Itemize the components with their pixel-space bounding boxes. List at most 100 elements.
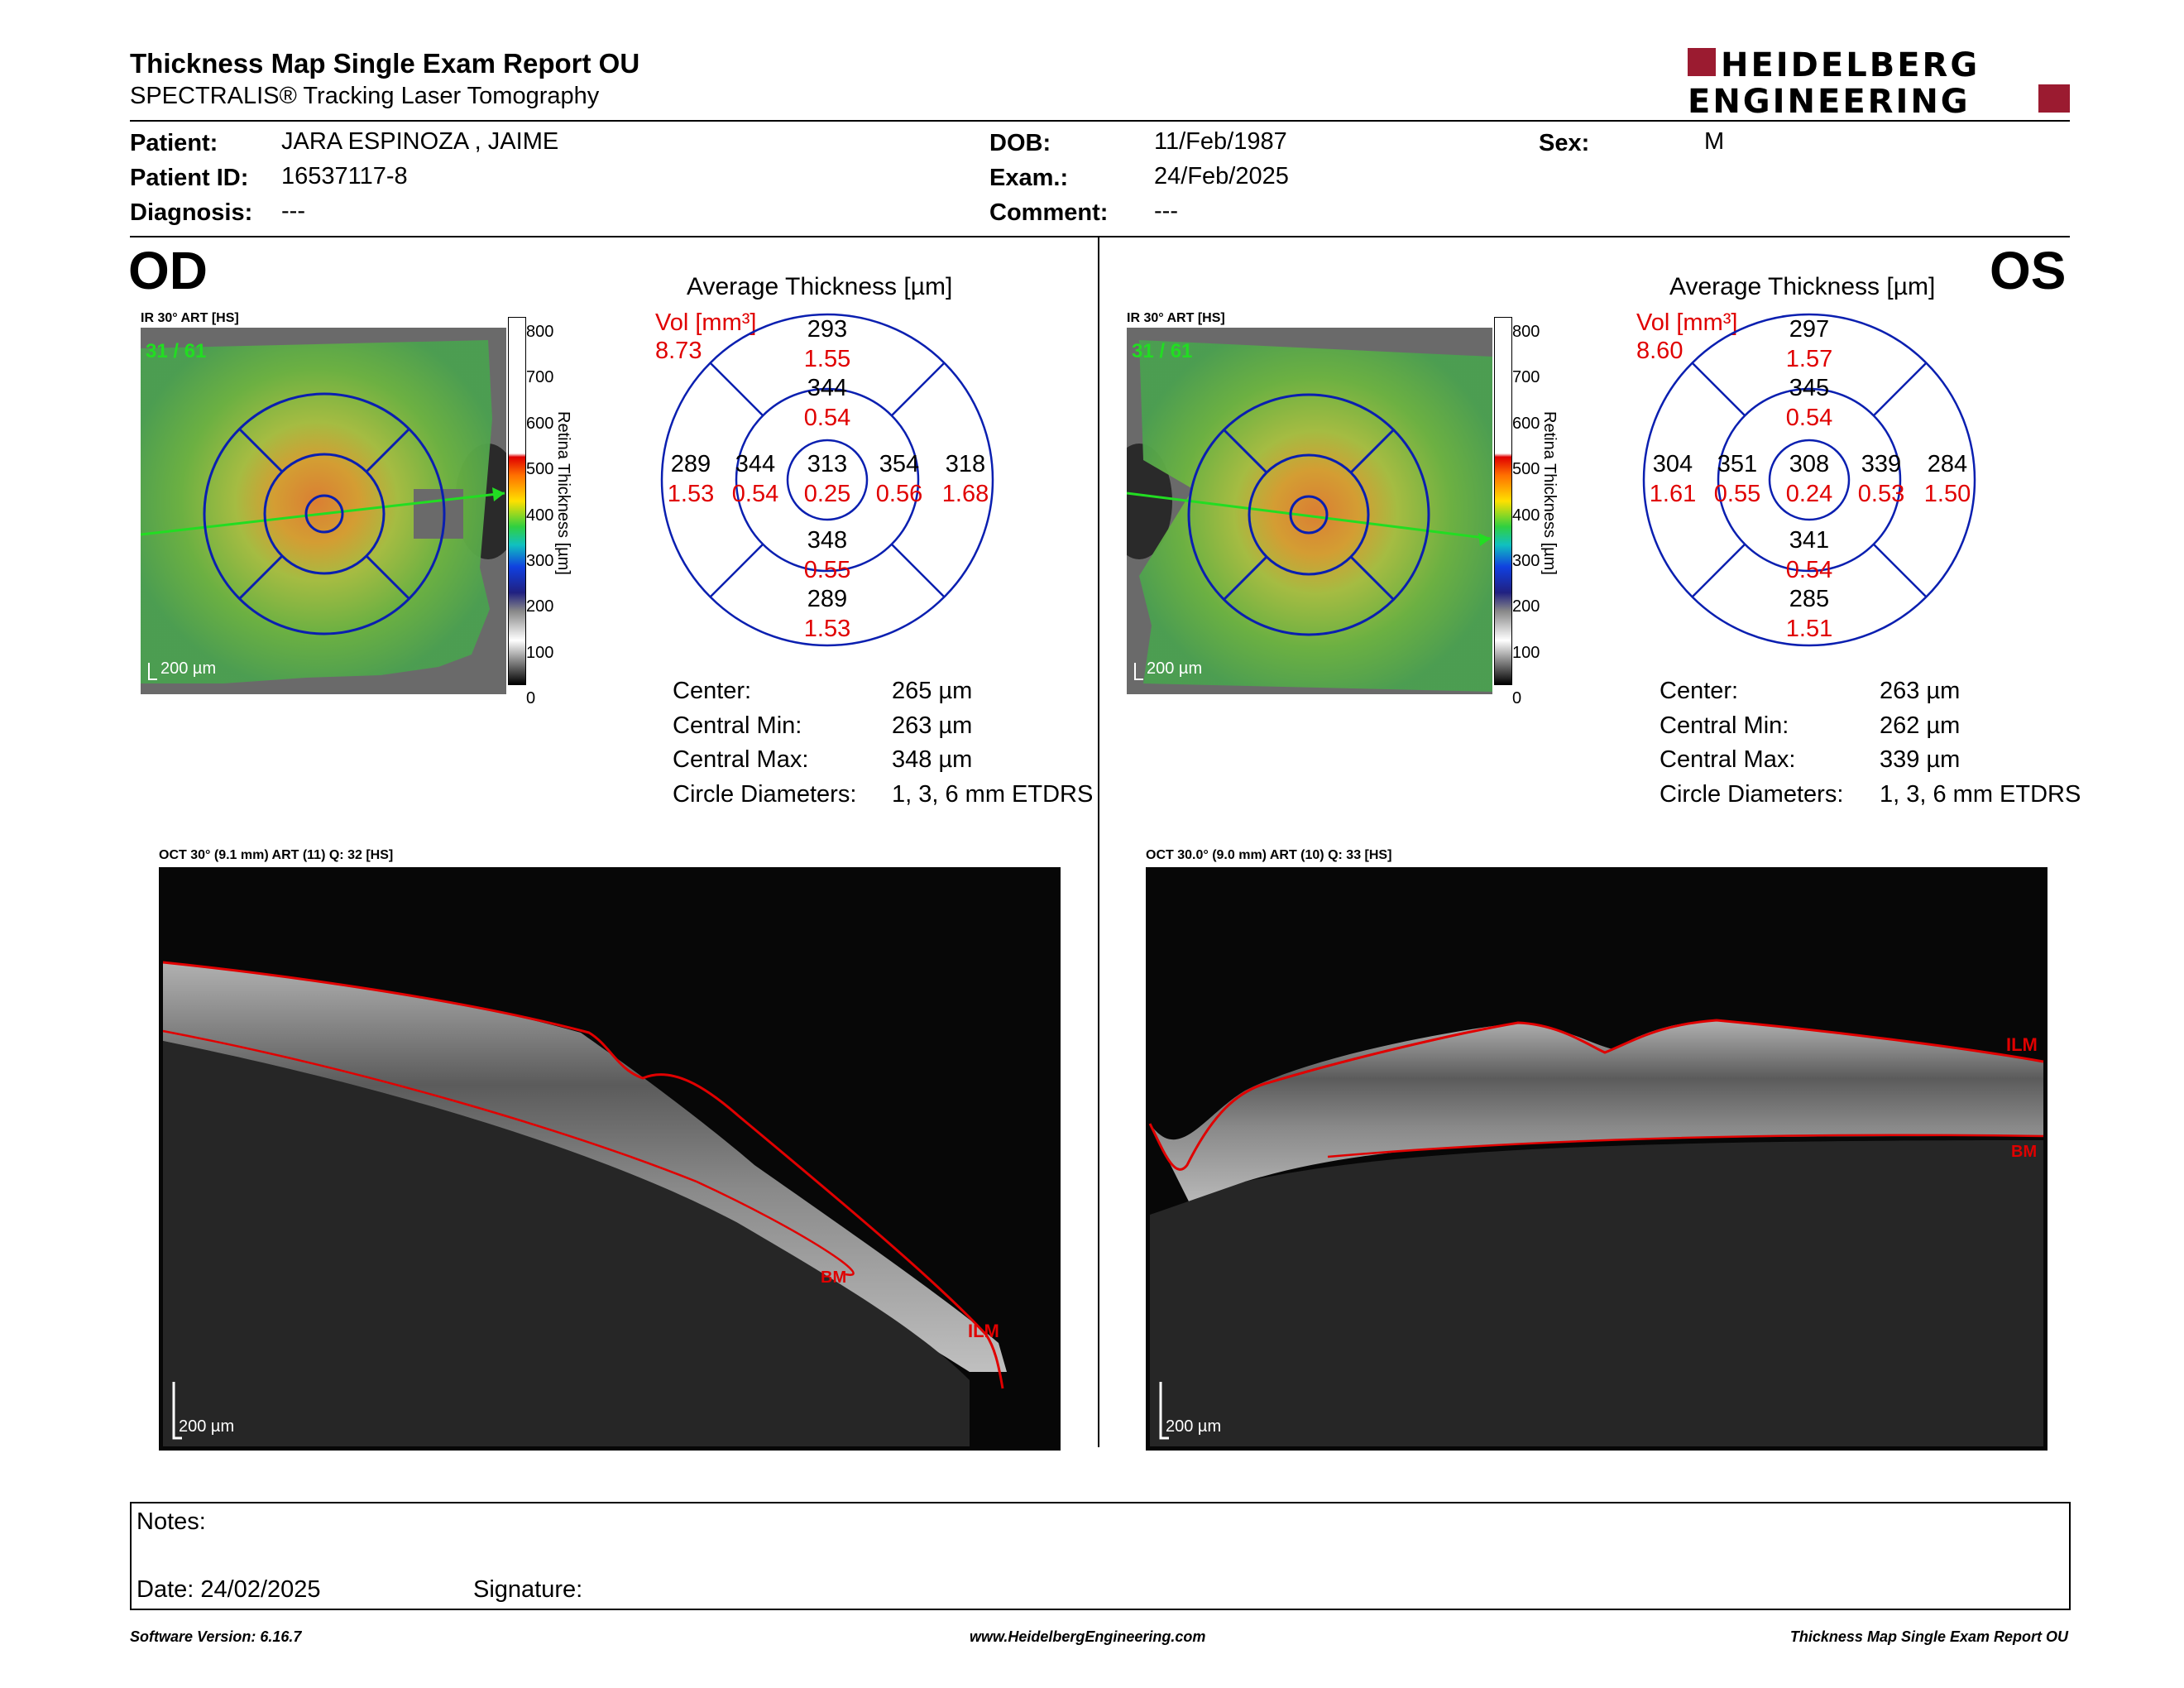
- patient-value: JARA ESPINOZA , JAIME: [281, 128, 559, 155]
- sector-inner-inf-os: 341: [1789, 527, 1829, 554]
- software-version: Software Version: 6.16.7: [130, 1628, 302, 1645]
- eye-separator: [1098, 237, 1099, 1447]
- dob-label: DOB:: [989, 130, 1051, 156]
- vol-label-od: Vol [mm³]: [655, 309, 757, 336]
- exam-label: Exam.:: [989, 165, 1069, 191]
- heidelberg-logo: HEIDELBERG ENGINEERING: [1688, 46, 2070, 116]
- info-divider: [130, 236, 2070, 237]
- stats-values-os: 263 µm 262 µm 339 µm 1, 3, 6 mm ETDRS: [1880, 678, 2081, 808]
- bm-label-od: BM: [821, 1268, 846, 1287]
- sector-inner-right-os: 339: [1861, 451, 1901, 477]
- frame-counter-od: 31 / 61: [146, 340, 206, 362]
- sector-inner-left-os: 351: [1717, 451, 1757, 477]
- ilm-label-os: ILM: [2006, 1034, 2038, 1055]
- eye-label-os: OS: [1990, 241, 2067, 300]
- svg-text:0.24: 0.24: [1786, 481, 1832, 507]
- svg-text:1.55: 1.55: [804, 346, 850, 372]
- patient-id-label: Patient ID:: [130, 165, 249, 191]
- dob-value: 11/Feb/1987: [1154, 128, 1287, 155]
- oct-bscan-os: ILM BM 200 µm: [1146, 867, 2048, 1451]
- sector-outer-sup-od: 293: [807, 316, 847, 343]
- avg-title-od: Average Thickness [µm]: [687, 273, 953, 300]
- colorbar-od: [508, 317, 526, 685]
- svg-text:0.53: 0.53: [1858, 481, 1904, 507]
- vol-value-od: 8.73: [655, 338, 702, 364]
- ir-thickness-map-od: 31 / 61 200 µm: [141, 328, 506, 694]
- svg-text:1.53: 1.53: [804, 616, 850, 642]
- sex-label: Sex:: [1539, 130, 1590, 156]
- sector-inner-sup-od: 344: [807, 375, 847, 401]
- diagnosis-label: Diagnosis:: [130, 199, 253, 226]
- svg-text:1.68: 1.68: [942, 481, 989, 507]
- sector-inner-right-od: 354: [879, 451, 919, 477]
- stats-labels-od: Center: Central Min: Central Max: Circle Di…: [673, 678, 857, 808]
- colorbar-os: [1494, 317, 1512, 685]
- report-title: Thickness Map Single Exam Report OU: [130, 48, 640, 79]
- bm-label-os: BM: [2011, 1143, 2037, 1161]
- colorbar-label-od: Retina Thickness [µm]: [554, 411, 572, 575]
- colorbar-label-os: Retina Thickness [µm]: [1540, 411, 1559, 575]
- header-divider: [130, 120, 2070, 122]
- svg-text:0.54: 0.54: [1786, 557, 1832, 583]
- oct-bscan-od: BM ILM 200 µm: [159, 867, 1061, 1451]
- sector-center-od: 313: [807, 451, 847, 477]
- exam-value: 24/Feb/2025: [1154, 163, 1289, 189]
- etdrs-grid-od: 293 1.55 344 0.54 313 0.25 348 0.55 289 …: [660, 313, 994, 647]
- logo-line2: ENGINEERING: [1688, 83, 1971, 116]
- svg-text:1.50: 1.50: [1924, 481, 1971, 507]
- report-subtitle: SPECTRALIS® Tracking Laser Tomography: [130, 83, 600, 109]
- patient-id-value: 16537117-8: [281, 163, 408, 189]
- sector-outer-inf-od: 289: [807, 586, 847, 612]
- svg-text:0.54: 0.54: [804, 405, 850, 431]
- svg-text:0.55: 0.55: [1714, 481, 1760, 507]
- footer-report-name: Thickness Map Single Exam Report OU: [1789, 1628, 2068, 1645]
- sector-outer-inf-os: 285: [1789, 586, 1829, 612]
- signature-label: Signature:: [473, 1576, 583, 1603]
- svg-text:0.54: 0.54: [732, 481, 778, 507]
- sector-center-os: 308: [1789, 451, 1829, 477]
- oct-scale-od: 200 µm: [179, 1417, 234, 1436]
- vol-value-os: 8.60: [1636, 338, 1684, 364]
- svg-text:1.61: 1.61: [1650, 481, 1696, 507]
- oct-caption-os: OCT 30.0° (9.0 mm) ART (10) Q: 33 [HS]: [1146, 848, 1392, 862]
- comment-value: ---: [1154, 198, 1178, 224]
- website-link[interactable]: www.HeidelbergEngineering.com: [970, 1628, 1206, 1645]
- sector-outer-sup-os: 297: [1789, 316, 1829, 343]
- ir-thickness-map-os: 31 / 61 200 µm: [1127, 328, 1492, 694]
- colorbar-ticks-od: 800 700 600 500 400 300 200 100 0: [526, 323, 554, 708]
- comment-label: Comment:: [989, 199, 1109, 226]
- colorbar-ticks-os: 800 700 600 500 400 300 200 100 0: [1512, 323, 1540, 708]
- notes-box[interactable]: Notes: Date: 24/02/2025 Signature:: [130, 1502, 2071, 1610]
- ilm-label-od: ILM: [968, 1321, 999, 1341]
- oct-scale-os: 200 µm: [1166, 1417, 1221, 1436]
- ir-scale-od: 200 µm: [160, 659, 216, 678]
- svg-text:0.56: 0.56: [876, 481, 922, 507]
- logo-line1: HEIDELBERG: [1721, 46, 1980, 84]
- etdrs-grid-os: 297 1.57 345 0.54 308 0.24 341 0.54 285 …: [1642, 313, 1976, 647]
- sector-outer-left-os: 304: [1653, 451, 1693, 477]
- oct-caption-od: OCT 30° (9.1 mm) ART (11) Q: 32 [HS]: [159, 848, 394, 862]
- notes-label: Notes:: [136, 1508, 206, 1535]
- date-label: Date: 24/02/2025: [136, 1576, 321, 1603]
- sector-inner-inf-od: 348: [807, 527, 847, 554]
- diagnosis-value: ---: [281, 198, 305, 224]
- sex-value: M: [1704, 128, 1725, 155]
- svg-text:1.53: 1.53: [668, 481, 714, 507]
- sector-outer-right-os: 284: [1928, 451, 1967, 477]
- ir-caption-os: IR 30° ART [HS]: [1127, 311, 1225, 325]
- sector-outer-left-od: 289: [671, 451, 711, 477]
- svg-text:0.25: 0.25: [804, 481, 850, 507]
- svg-text:0.54: 0.54: [1786, 405, 1832, 431]
- avg-title-os: Average Thickness [µm]: [1669, 273, 1936, 300]
- eye-label-od: OD: [128, 241, 208, 300]
- sector-inner-sup-os: 345: [1789, 375, 1829, 401]
- frame-counter-os: 31 / 61: [1132, 340, 1192, 362]
- svg-text:0.55: 0.55: [804, 557, 850, 583]
- vol-label-os: Vol [mm³]: [1636, 309, 1738, 336]
- stats-labels-os: Center: Central Min: Central Max: Circle Di…: [1660, 678, 1844, 808]
- ir-scale-os: 200 µm: [1147, 659, 1202, 678]
- stats-values-od: 265 µm 263 µm 348 µm 1, 3, 6 mm ETDRS: [892, 678, 1094, 808]
- patient-label: Patient:: [130, 130, 218, 156]
- ir-caption-od: IR 30° ART [HS]: [141, 311, 239, 325]
- svg-text:1.51: 1.51: [1786, 616, 1832, 642]
